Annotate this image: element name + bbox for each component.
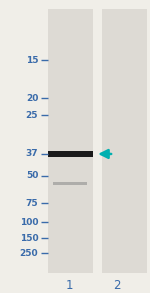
Bar [48,151,93,156]
Text: 1: 1 [65,279,73,292]
Text: 250: 250 [20,249,38,258]
Text: 20: 20 [26,93,38,103]
Text: 100: 100 [20,218,38,227]
Bar [102,8,147,273]
Bar [48,151,93,156]
Text: 50: 50 [26,171,38,180]
Text: 25: 25 [26,110,38,120]
Text: 37: 37 [26,149,38,159]
Bar [48,8,93,273]
Text: 2: 2 [113,279,121,292]
Bar [52,182,87,185]
Text: 15: 15 [26,56,38,65]
Text: 150: 150 [20,234,38,243]
Bar [48,152,93,157]
Text: 75: 75 [26,199,38,208]
